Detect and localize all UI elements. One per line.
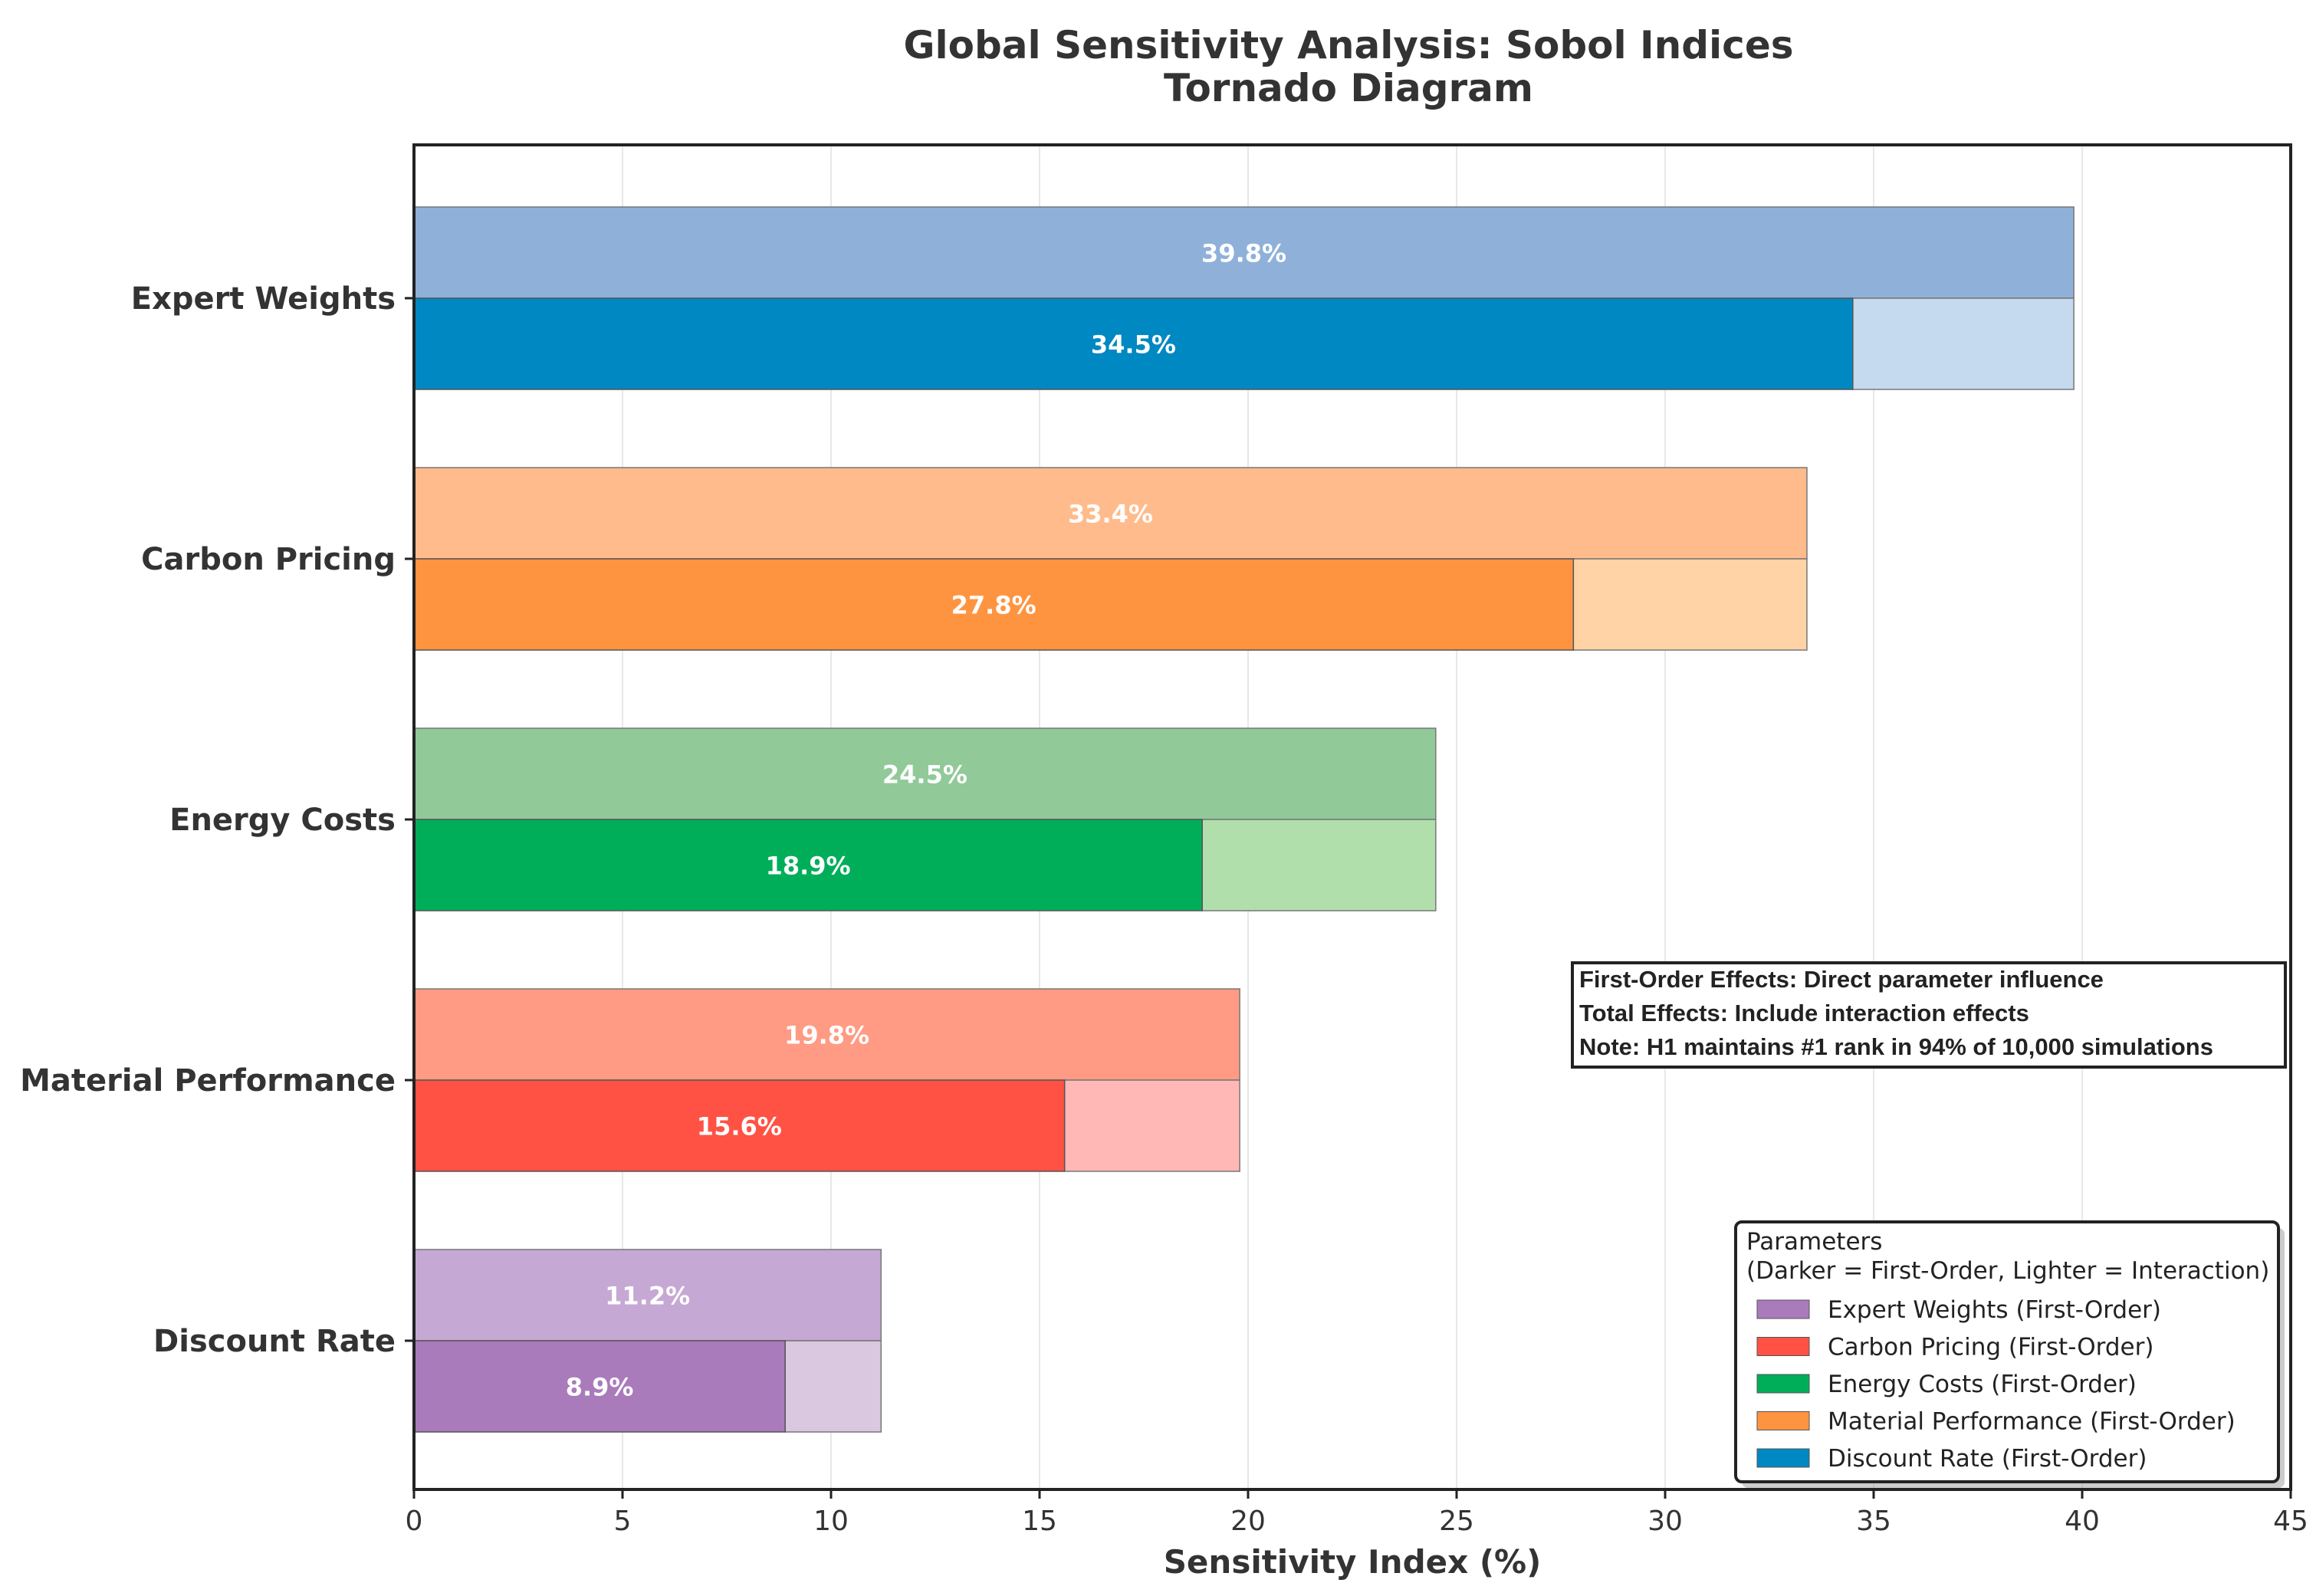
bar-label-total: 19.8% (784, 1021, 869, 1050)
bar-interaction (1063, 1079, 1240, 1172)
bar-label-first-order: 8.9% (566, 1373, 634, 1402)
x-tick-label: 35 (1856, 1506, 1891, 1537)
legend-title-line: (Darker = First-Order, Lighter = Interac… (1746, 1257, 2269, 1285)
bar-label-first-order: 34.5% (1091, 330, 1176, 360)
bar-label-first-order: 27.8% (951, 591, 1036, 620)
legend-swatch (1756, 1411, 1810, 1430)
legend-title: Parameters (Darker = First-Order, Lighter… (1746, 1228, 2269, 1285)
x-tick-label: 20 (1230, 1506, 1266, 1537)
annotation-line-2: Total Effects: Include interaction effec… (1579, 1000, 2029, 1026)
legend-swatch (1756, 1337, 1810, 1356)
bar-total (413, 467, 1808, 560)
legend-items: Expert Weights (First-Order) Carbon Prici… (1756, 1296, 2236, 1473)
legend: Parameters (Darker = First-Order, Lighter… (1734, 1220, 2285, 1488)
legend-label: Expert Weights (First-Order) (1828, 1296, 2161, 1324)
y-tick-label: Carbon Pricing (141, 542, 396, 577)
y-tick-label: Expert Weights (131, 281, 396, 317)
y-tick-label: Discount Rate (153, 1324, 396, 1359)
bar-total (413, 727, 1437, 820)
y-tick-label: Material Performance (20, 1063, 396, 1098)
bar-total (413, 1249, 882, 1341)
x-axis-title: Sensitivity Index (%) (1164, 1543, 1542, 1581)
bar-interaction (784, 1340, 882, 1433)
bar-label-first-order: 15.6% (697, 1112, 782, 1141)
bar-first-order (413, 1340, 786, 1433)
chart-subtitle: Tornado Diagram (1164, 66, 1533, 110)
plot-frame (412, 143, 2292, 1491)
y-tick-label: Energy Costs (169, 803, 396, 838)
axis-ticks: 0 5 10 15 20 25 30 35 40 45 Expert Weights Carbon P… (20, 281, 2308, 1537)
bar-first-order (413, 297, 1854, 390)
x-tick-label: 30 (1647, 1506, 1683, 1537)
legend-title-line: Parameters (1746, 1228, 1882, 1256)
x-tick-label: 5 (614, 1506, 632, 1537)
annotation-line-1: First-Order Effects: Direct parameter in… (1579, 966, 2104, 993)
legend-label: Discount Rate (First-Order) (1828, 1445, 2147, 1473)
x-tick-label: 0 (406, 1506, 423, 1537)
legend-swatch (1756, 1374, 1810, 1394)
legend-label: Material Performance (First-Order) (1828, 1408, 2236, 1436)
annotation-line-3: Note: H1 maintains #1 rank in 94% of 10,… (1579, 1033, 2213, 1060)
legend-frame (1734, 1220, 2280, 1483)
bar-label-first-order: 18.9% (766, 852, 851, 881)
x-tick-label: 25 (1439, 1506, 1474, 1537)
bar-interaction (1572, 558, 1808, 651)
bar-label-total: 11.2% (605, 1282, 690, 1311)
bar-label-total: 33.4% (1068, 500, 1153, 529)
legend-swatch (1756, 1299, 1810, 1319)
legend-label: Energy Costs (First-Order) (1828, 1371, 2137, 1398)
annotation-box: First-Order Effects: Direct parameter in… (1571, 961, 2287, 1069)
legend-swatch (1756, 1448, 1810, 1468)
bars: 39.8% 34.5% 33.4% 27.8% 24.5% 18.9% 19.8% 15.6%… (413, 206, 2075, 1433)
bar-interaction (1852, 297, 2075, 390)
legend-label: Carbon Pricing (First-Order) (1828, 1334, 2153, 1361)
bar-first-order (413, 819, 1203, 911)
bar-first-order (413, 1079, 1066, 1172)
x-tick-label: 45 (2273, 1506, 2308, 1537)
x-tick-label: 15 (1022, 1506, 1057, 1537)
bar-label-total: 24.5% (882, 760, 967, 790)
bar-label-total: 39.8% (1201, 239, 1286, 268)
annotation-frame (1571, 961, 2287, 1069)
x-tick-label: 10 (813, 1506, 849, 1537)
x-tick-label: 40 (2065, 1506, 2100, 1537)
bar-interaction (1201, 819, 1437, 911)
chart-title: Global Sensitivity Analysis: Sobol Indic… (903, 23, 1793, 67)
